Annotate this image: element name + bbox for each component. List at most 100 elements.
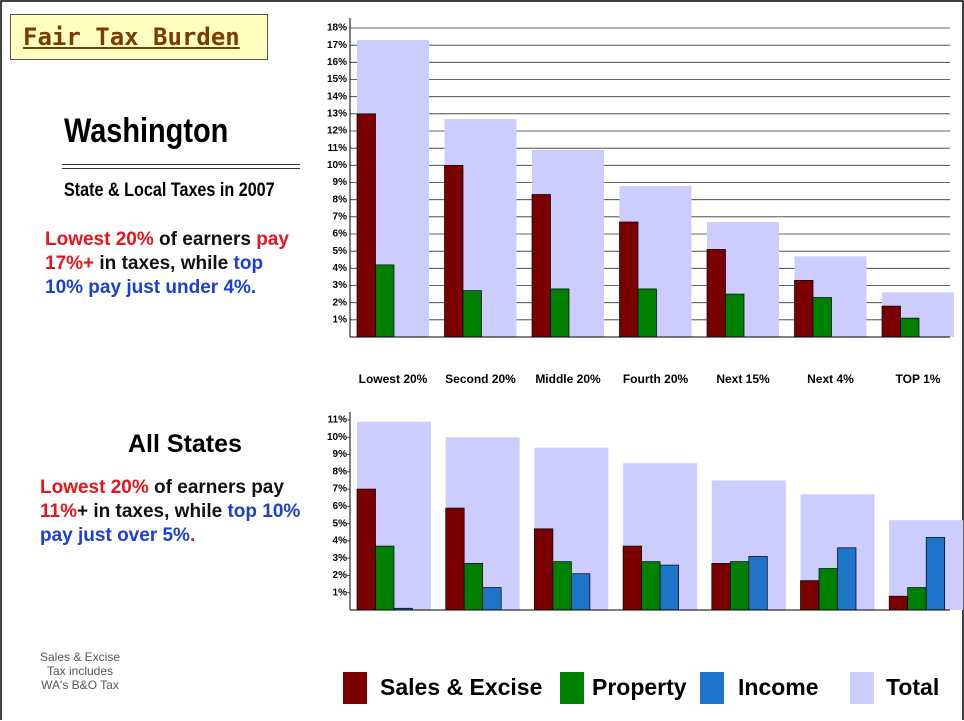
x-tick-label: Lowest 20% — [359, 372, 428, 386]
bar — [482, 587, 502, 611]
legend-label: Income — [738, 674, 819, 700]
bar — [550, 288, 570, 338]
bar — [837, 547, 857, 611]
legend-swatch — [560, 672, 584, 704]
subheading: State & Local Taxes in 2007 — [64, 180, 275, 201]
bar — [462, 290, 482, 338]
note: Lowest 20% of earners pay 17%+ in taxes,… — [45, 228, 295, 300]
bar — [706, 249, 726, 338]
bar — [711, 563, 731, 611]
slide-title: Fair Tax Burden — [10, 14, 268, 60]
bar — [800, 580, 820, 611]
bar — [375, 264, 395, 338]
x-tick-label: Fourth 20% — [623, 372, 689, 386]
y-tick-label: 1% — [333, 587, 348, 598]
x-tick-label: Middle 20% — [535, 372, 601, 386]
x-tick-label: TOP 1% — [896, 372, 941, 386]
note-text: of earners pay — [148, 477, 290, 498]
note-text: top 10% pay just over 5% — [40, 501, 306, 546]
heading: Washington — [64, 112, 229, 150]
bar — [900, 317, 920, 338]
note-text: 11% — [40, 501, 77, 522]
y-tick-label: 9% — [333, 449, 348, 460]
bar — [907, 587, 927, 611]
note: Lowest 20% of earners pay 11%+ in taxes,… — [40, 476, 310, 548]
y-tick-label: 2% — [333, 570, 348, 581]
y-tick-label: 5% — [333, 246, 348, 257]
bar — [445, 507, 465, 611]
bar — [812, 297, 832, 338]
legend-label: Property — [592, 674, 687, 700]
bar — [534, 528, 554, 611]
x-tick-label: Next 15% — [716, 372, 770, 386]
y-tick-label: 1% — [333, 314, 348, 325]
legend-swatch — [700, 672, 724, 704]
bar — [571, 573, 591, 611]
x-tick-label: Next 4% — [807, 372, 854, 386]
note-text: . — [189, 525, 196, 546]
footnote-line: WA's B&O Tax — [41, 678, 119, 692]
y-tick-label: 12% — [327, 126, 347, 137]
y-tick-label: 4% — [333, 263, 348, 274]
bar — [356, 488, 376, 611]
bar — [637, 288, 657, 338]
heading: All States — [128, 430, 242, 458]
bar — [748, 556, 768, 611]
y-tick-label: 11% — [328, 143, 348, 154]
footnote: Sales & Excise Tax includes WA's B&O Tax — [25, 650, 135, 692]
y-tick-label: 5% — [333, 518, 348, 529]
y-tick-label: 6% — [333, 501, 348, 512]
y-tick-label: 7% — [333, 484, 348, 495]
y-tick-label: 3% — [333, 280, 348, 291]
note-text: pay 17%+ — [45, 229, 295, 274]
bar — [729, 561, 750, 611]
y-tick-label: 4% — [333, 536, 348, 547]
bar — [659, 564, 679, 611]
bar — [794, 280, 814, 338]
y-tick-label: 8% — [333, 194, 348, 205]
legend-label: Sales & Excise — [380, 674, 542, 700]
bar — [552, 561, 572, 611]
bar — [622, 545, 642, 611]
bar — [619, 221, 639, 338]
bar — [444, 164, 464, 338]
note-text: in taxes, while — [94, 253, 234, 274]
bar — [641, 561, 661, 611]
legend-swatch — [850, 672, 874, 704]
y-tick-label: 15% — [327, 74, 347, 85]
note-text: Lowest 20% — [45, 229, 154, 250]
bar — [375, 545, 395, 611]
y-tick-label: 10% — [327, 160, 347, 171]
note-text: of earners — [153, 229, 257, 250]
legend-swatch — [343, 672, 367, 704]
note-text: top 10% pay just under 4%. — [45, 253, 269, 298]
y-tick-label: 10% — [327, 432, 347, 443]
bar — [463, 563, 484, 611]
bar — [725, 293, 745, 338]
y-tick-label: 2% — [333, 297, 348, 308]
bar — [818, 568, 838, 611]
y-tick-label: 13% — [327, 108, 347, 119]
bar — [881, 305, 901, 338]
bar — [888, 595, 909, 611]
y-tick-label: 18% — [327, 23, 347, 34]
y-tick-label: 17% — [327, 40, 347, 51]
footnote-line: Tax includes — [46, 664, 114, 678]
y-tick-label: 8% — [333, 466, 348, 477]
y-tick-label: 11% — [328, 415, 348, 426]
legend-label: Total — [886, 674, 939, 700]
rule — [62, 164, 300, 169]
bar — [531, 194, 551, 338]
y-tick-label: 16% — [327, 57, 347, 68]
y-tick-label: 3% — [333, 553, 348, 564]
y-tick-label: 7% — [333, 211, 348, 222]
y-tick-label: 9% — [333, 177, 348, 188]
y-tick-label: 14% — [327, 91, 347, 102]
note-text: + in taxes, while — [76, 501, 228, 522]
y-tick-label: 6% — [333, 229, 348, 240]
bar — [925, 537, 946, 611]
bar — [356, 113, 376, 338]
